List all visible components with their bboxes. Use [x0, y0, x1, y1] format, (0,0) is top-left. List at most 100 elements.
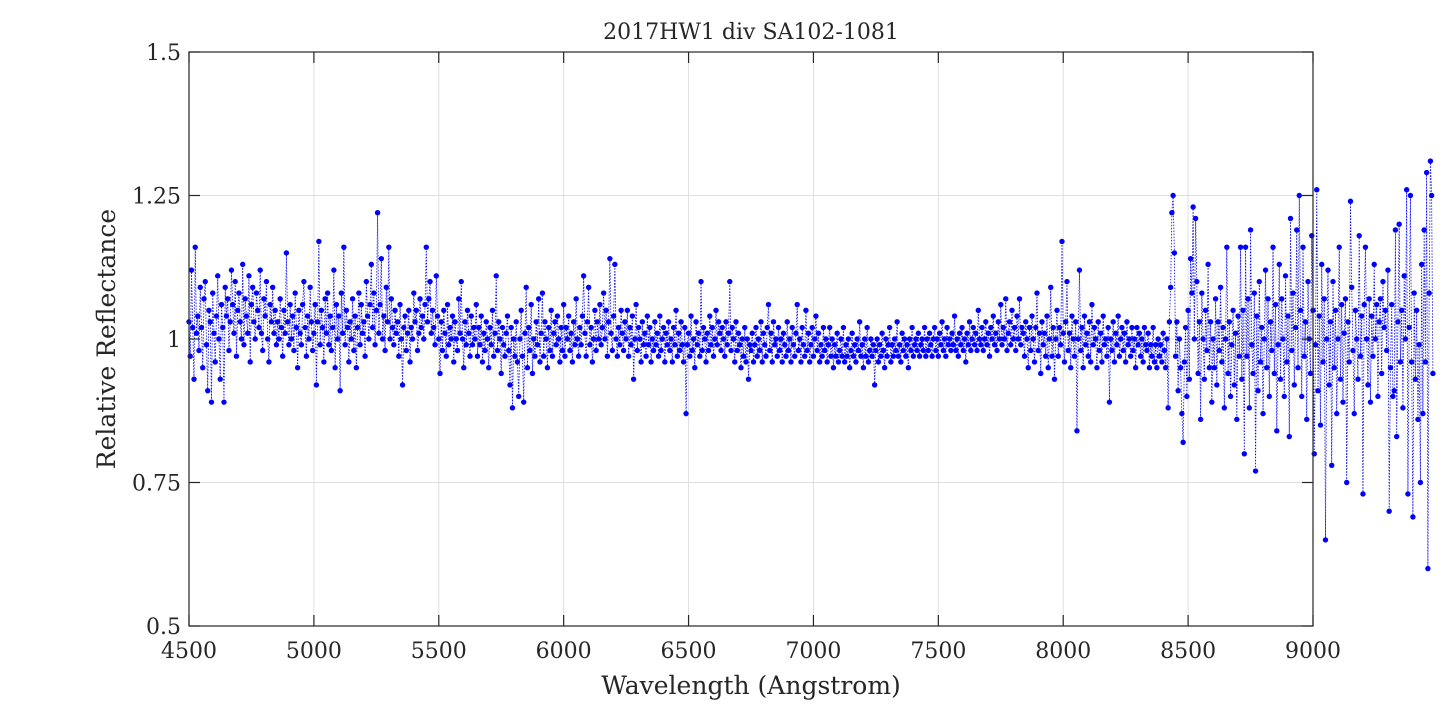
data-point: [1301, 353, 1307, 359]
data-point: [629, 313, 636, 319]
data-point: [1021, 353, 1028, 359]
data-point: [819, 353, 825, 359]
data-point: [383, 284, 390, 291]
data-point: [1230, 307, 1236, 313]
data-point: [1234, 416, 1240, 423]
data-point: [1410, 514, 1416, 520]
data-point: [678, 319, 684, 325]
data-point: [864, 324, 870, 331]
data-point: [637, 336, 643, 342]
data-point: [583, 353, 589, 359]
data-point: [1061, 359, 1068, 365]
data-point: [687, 353, 693, 359]
data-point: [1377, 296, 1384, 302]
data-point: [578, 342, 584, 348]
data-point: [407, 359, 413, 365]
data-point: [220, 324, 226, 331]
data-point: [865, 359, 872, 365]
data-point: [1386, 508, 1392, 514]
data-point: [1352, 307, 1359, 313]
data-point: [610, 313, 617, 319]
data-point: [321, 359, 327, 365]
data-point: [727, 278, 733, 285]
data-point: [703, 359, 709, 365]
data-point: [639, 319, 646, 325]
data-point: [971, 342, 978, 348]
data-point: [409, 336, 416, 342]
data-point: [1180, 439, 1186, 446]
data-point: [337, 387, 343, 394]
data-point: [717, 330, 723, 336]
data-point: [903, 353, 909, 359]
data-point: [1388, 301, 1395, 308]
data-point: [1430, 370, 1436, 377]
data-point: [1142, 342, 1149, 348]
data-point: [240, 261, 246, 268]
data-point: [1242, 244, 1249, 250]
data-point: [414, 347, 421, 354]
data-point: [1416, 342, 1422, 348]
data-point: [1350, 347, 1356, 354]
data-point: [1174, 319, 1180, 325]
data-point: [951, 313, 958, 319]
data-point: [785, 347, 792, 354]
data-point: [713, 307, 719, 313]
data-point: [507, 382, 513, 388]
data-point: [1336, 244, 1342, 250]
data-point: [267, 301, 273, 308]
data-point: [825, 342, 832, 348]
data-point: [1403, 187, 1410, 193]
data-point: [208, 399, 215, 405]
data-point: [439, 347, 446, 354]
data-point: [1360, 491, 1366, 497]
data-point: [1232, 330, 1239, 336]
data-point: [908, 347, 914, 354]
data-point: [1166, 319, 1173, 325]
data-point: [1169, 210, 1175, 216]
data-point: [447, 324, 453, 331]
data-point: [613, 336, 619, 342]
data-point: [1392, 227, 1399, 233]
data-point: [964, 330, 970, 336]
data-point: [418, 324, 424, 331]
data-point: [1076, 267, 1083, 273]
data-point: [1274, 428, 1280, 434]
data-point: [662, 359, 668, 365]
data-point: [1222, 336, 1229, 342]
data-point: [1115, 313, 1121, 319]
data-point: [1261, 336, 1267, 342]
data-point: [1391, 387, 1397, 394]
data-point: [1395, 319, 1401, 325]
data-point: [1406, 324, 1412, 331]
data-point: [1382, 307, 1389, 313]
data-point: [1053, 336, 1059, 342]
data-point: [1269, 347, 1275, 354]
data-point: [560, 301, 567, 308]
data-point: [742, 324, 748, 331]
data-point: [1161, 347, 1168, 354]
data-point: [850, 353, 857, 359]
data-point: [698, 278, 704, 285]
data-point: [341, 244, 347, 250]
data-point: [432, 342, 438, 348]
data-point: [677, 347, 683, 354]
data-point: [206, 307, 212, 313]
data-point: [722, 353, 728, 359]
data-point: [617, 342, 623, 348]
data-point: [1281, 393, 1287, 400]
data-point: [881, 365, 888, 371]
data-point: [287, 301, 293, 308]
data-point: [508, 324, 514, 331]
data-point: [1039, 319, 1045, 325]
data-point: [1327, 319, 1334, 325]
x-tick-label: 9000: [1285, 639, 1341, 664]
data-point: [988, 324, 994, 331]
data-point: [491, 353, 497, 359]
data-point: [580, 273, 587, 279]
data-point: [1125, 342, 1131, 348]
data-point: [188, 267, 195, 273]
data-point: [1289, 347, 1295, 354]
data-point: [724, 342, 730, 348]
data-point: [1259, 324, 1265, 331]
data-point: [1051, 376, 1058, 382]
